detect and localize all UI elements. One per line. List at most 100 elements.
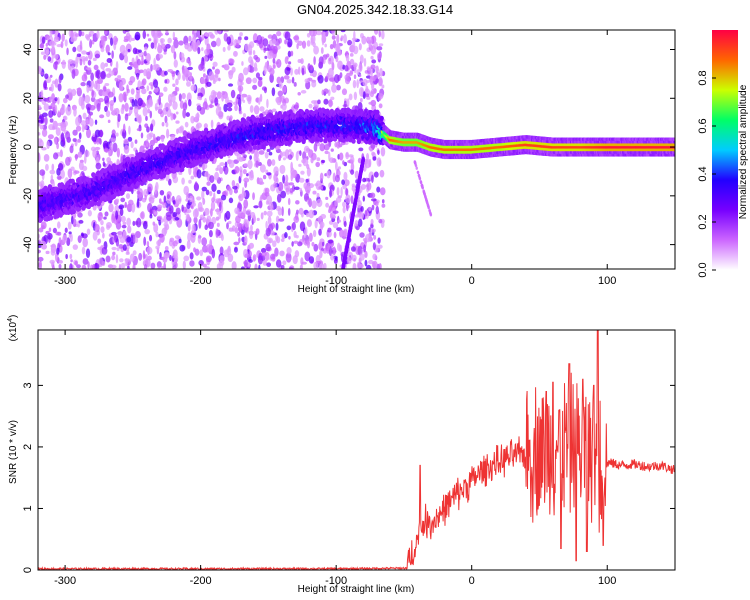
spectrogram-noise-cell xyxy=(226,222,229,230)
spectrogram-noise-cell xyxy=(343,171,348,181)
spectrogram-noise-cell xyxy=(114,204,120,213)
spectrogram-noise-cell xyxy=(147,183,153,193)
spectrogram-noise-cell xyxy=(334,174,340,183)
spectrogram-noise-cell xyxy=(276,193,282,203)
spectrogram-noise-cell xyxy=(49,74,53,78)
spectrogram-noise-cell xyxy=(111,254,116,261)
spectrogram-noise-cell xyxy=(86,128,91,139)
spectrogram-noise-cell xyxy=(248,259,253,263)
spectrogram-noise-cell xyxy=(320,47,324,54)
spectrogram-noise-cell xyxy=(267,44,271,52)
spectrogram-streak-cell xyxy=(419,179,423,184)
spectrogram-noise-cell xyxy=(148,197,155,204)
spectrogram-noise-cell xyxy=(102,157,105,162)
spectrogram-noise-cell xyxy=(240,81,244,86)
spectrogram-noise-cell xyxy=(197,46,201,55)
spectrogram-noise-cell xyxy=(169,237,175,243)
spectrogram-noise-cell xyxy=(96,102,101,112)
spectrogram-noise-cell xyxy=(360,206,364,212)
spectrogram-noise-cell xyxy=(287,197,291,206)
spectrogram-noise-cell xyxy=(325,202,330,208)
spectrogram-noise-cell xyxy=(367,36,373,46)
spectrogram-noise-cell xyxy=(277,181,284,192)
spectrogram-noise-cell xyxy=(268,151,273,156)
spectrogram-noise-cell xyxy=(304,78,310,84)
spectrogram-noise-cell xyxy=(366,66,371,71)
spectrogram-noise-cell xyxy=(259,164,266,173)
spectrogram-noise-cell xyxy=(216,189,221,195)
spectrogram-noise-cell xyxy=(283,181,289,187)
spectrogram-noise-cell xyxy=(69,263,73,269)
spectrogram-noise-cell xyxy=(380,146,386,157)
spectrogram-noise-cell xyxy=(74,33,80,37)
spectrogram-noise-cell xyxy=(284,66,291,76)
spectrogram-noise-cell xyxy=(330,96,335,101)
spectrogram-noise-cell xyxy=(94,119,98,125)
spectrogram-noise-cell xyxy=(345,152,349,158)
spectrogram-noise-cell xyxy=(371,151,375,156)
spectrogram-noise-cell xyxy=(92,263,96,269)
spectrogram-noise-cell xyxy=(239,86,242,97)
spectrogram-noise-cell xyxy=(319,143,326,152)
spectrogram-noise-cell xyxy=(124,201,127,208)
spectrogram-noise-cell xyxy=(75,153,78,161)
spectrogram-noise-cell xyxy=(242,67,249,76)
spectrogram-noise-cell xyxy=(284,31,291,41)
spectrogram-noise-cell xyxy=(117,75,122,79)
spectrogram-noise-cell xyxy=(138,69,144,74)
spectrogram-noise-cell xyxy=(298,207,304,215)
spectrogram-noise-cell xyxy=(306,219,312,228)
spectrogram-noise-cell xyxy=(249,230,254,240)
spectrogram-noise-cell xyxy=(150,42,155,49)
spectrogram-noise-cell xyxy=(173,39,179,49)
spectrogram-noise-cell xyxy=(211,95,215,100)
spectrogram-noise-cell xyxy=(266,148,271,153)
spectrogram-noise-cell xyxy=(322,37,326,42)
spectrogram-noise-cell xyxy=(72,244,79,250)
spectrogram-noise-cell xyxy=(141,102,147,107)
spectrogram-noise-cell xyxy=(203,123,208,129)
spectrogram-noise-cell xyxy=(315,30,322,36)
spectrogram-noise-cell xyxy=(67,88,73,94)
spectrogram-noise-cell xyxy=(349,52,354,57)
spectrogram-noise-cell xyxy=(343,100,347,108)
spectrogram-streak-cell xyxy=(429,212,432,216)
spectrogram-noise-cell xyxy=(69,145,74,154)
spectrogram-noise-cell xyxy=(243,235,248,245)
spectrogram-noise-cell xyxy=(87,59,92,66)
spectrogram-noise-cell xyxy=(233,159,239,164)
spectrogram-streak-cell xyxy=(343,251,348,258)
spectrogram-noise-cell xyxy=(156,261,162,269)
spectrogram-noise-cell xyxy=(266,172,272,176)
spectrogram-noise-cell xyxy=(190,205,194,209)
spectrogram-noise-cell xyxy=(72,218,77,228)
spectrogram-noise-cell xyxy=(76,87,82,91)
spectrogram-noise-cell xyxy=(352,262,357,269)
spectrogram-noise-cell xyxy=(341,230,347,240)
spectrogram-noise-cell xyxy=(78,132,82,140)
spectrogram-noise-cell xyxy=(356,212,361,217)
spectrogram-streak-cell xyxy=(347,231,352,238)
spectrogram-noise-cell xyxy=(378,263,382,269)
spectrogram-noise-cell xyxy=(190,84,197,92)
spectrogram-noise-cell xyxy=(64,227,68,233)
spectrogram-noise-cell xyxy=(82,57,86,66)
spectrogram-noise-cell xyxy=(246,94,252,102)
spectrogram-noise-cell xyxy=(155,231,159,238)
spectrogram-noise-cell xyxy=(264,187,270,194)
spectrogram-noise-cell xyxy=(146,85,150,92)
spectrogram-noise-cell xyxy=(266,262,272,268)
spectrogram-noise-cell xyxy=(295,200,300,205)
spectrogram-noise-cell xyxy=(150,64,153,72)
spectrogram-noise-cell xyxy=(179,244,186,252)
spectrogram-noise-cell xyxy=(263,210,268,216)
spectrogram-noise-cell xyxy=(132,250,137,256)
spectrogram-noise-cell xyxy=(374,200,379,207)
spectrogram-noise-cell xyxy=(130,37,136,42)
spectrogram-ridge-cell xyxy=(288,139,293,145)
spectrogram-noise-cell xyxy=(142,250,146,261)
spectrogram-noise-cell xyxy=(181,64,185,75)
spectrogram-noise-cell xyxy=(294,68,299,75)
spectrogram-noise-cell xyxy=(271,87,276,97)
spectrogram-noise-cell xyxy=(54,97,58,102)
